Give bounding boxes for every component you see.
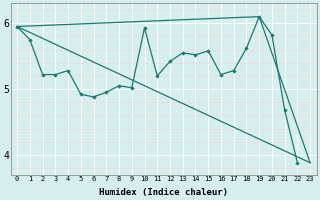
X-axis label: Humidex (Indice chaleur): Humidex (Indice chaleur) bbox=[99, 188, 228, 197]
